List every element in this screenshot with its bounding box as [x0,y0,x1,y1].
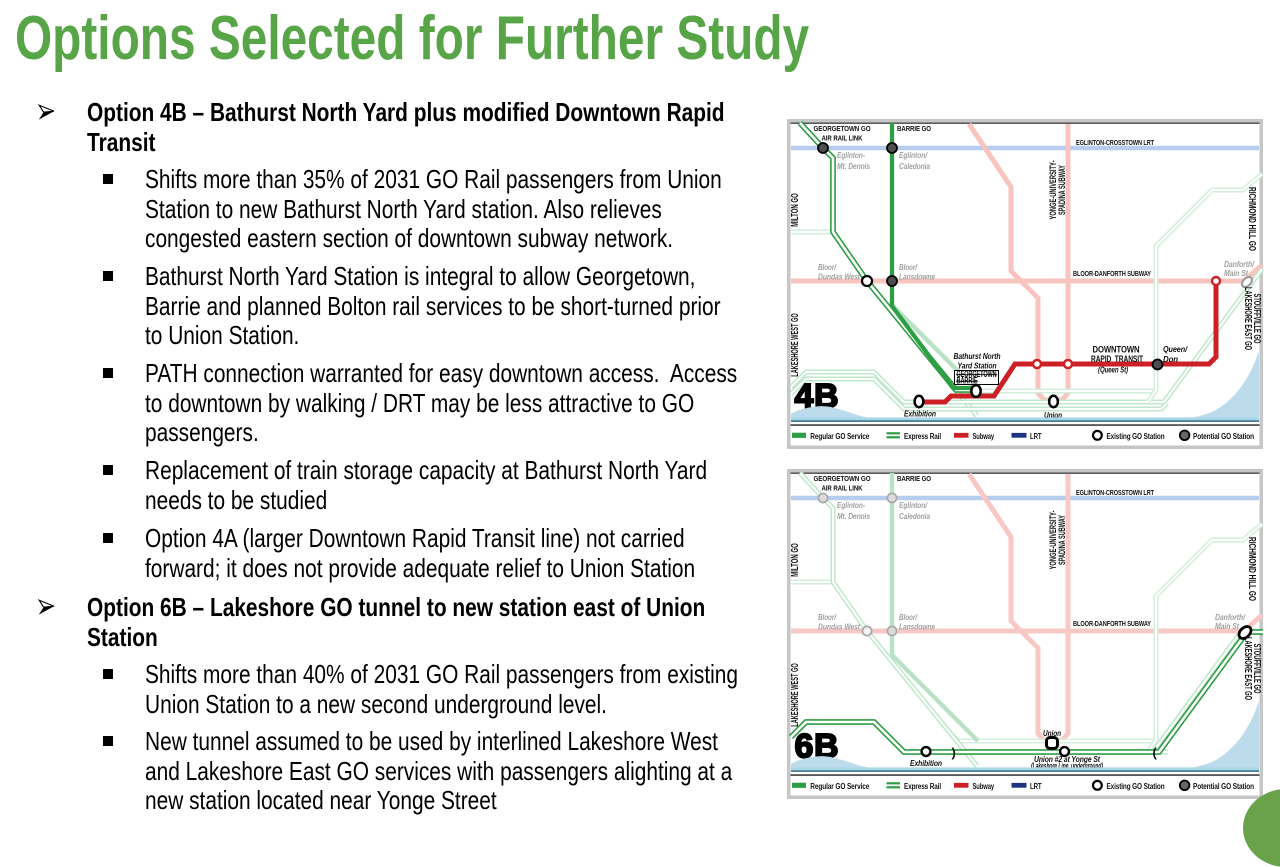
svg-text:Mt. Dennis: Mt. Dennis [837,511,870,521]
svg-text:GEORGETOWN GO: GEORGETOWN GO [814,474,871,483]
svg-text:AIR RAIL LINK: AIR RAIL LINK [822,484,864,493]
svg-text:DOWNTOWN: DOWNTOWN [1093,345,1140,355]
svg-text:): ) [952,745,956,760]
svg-text:Potential GO Station: Potential GO Station [1193,431,1254,441]
svg-text:LAKESHORE WEST GO: LAKESHORE WEST GO [790,313,801,377]
svg-text:Eglinton/: Eglinton/ [899,150,928,160]
svg-text:Bloor/: Bloor/ [899,612,918,622]
svg-text:Subway: Subway [973,431,995,441]
svg-text:Bloor/: Bloor/ [899,262,918,272]
svg-text:Dundas West: Dundas West [818,272,861,282]
svg-text:Caledonia: Caledonia [899,161,930,171]
svg-text:Union: Union [1043,728,1061,738]
svg-text:Express Rail: Express Rail [904,781,941,791]
svg-text:BARRIE GO: BARRIE GO [897,124,931,133]
svg-text:SPADINA SUBWAY: SPADINA SUBWAY [1057,515,1067,565]
svg-text:Bloor/: Bloor/ [818,262,837,272]
svg-text:Exhibition: Exhibition [910,758,942,768]
svg-text:RICHMOND HILL GO: RICHMOND HILL GO [1246,537,1257,601]
svg-text:EGLINTON-CROSSTOWN LRT: EGLINTON-CROSSTOWN LRT [1076,138,1154,147]
svg-text:Bathurst North: Bathurst North [954,351,1001,361]
svg-text:Existing GO Station: Existing GO Station [1107,781,1165,791]
svg-text:Eglinton-: Eglinton- [837,500,865,510]
svg-text:Main St: Main St [1224,268,1249,278]
svg-text:STOUFFVILLE GO: STOUFFVILLE GO [1251,294,1262,344]
svg-text:Lansdowne: Lansdowne [899,272,935,282]
svg-text:Danforth/: Danforth/ [1224,259,1255,269]
svg-text:MILTON GO: MILTON GO [790,543,801,577]
svg-text:LAKESHORE WEST GO: LAKESHORE WEST GO [790,663,801,727]
svg-text:Union: Union [1044,410,1062,420]
svg-text:YONGE-UNIVERSITY-: YONGE-UNIVERSITY- [1048,510,1058,569]
svg-text:Mt. Dennis: Mt. Dennis [837,161,870,171]
svg-text:Exhibition: Exhibition [904,409,936,419]
svg-text:Regular GO Service: Regular GO Service [810,781,869,791]
svg-text:(Lakeshore Line, underground): (Lakeshore Line, underground) [1031,760,1103,770]
svg-text:Danforth/: Danforth/ [1215,612,1246,622]
svg-text:YONGE-UNIVERSITY-: YONGE-UNIVERSITY- [1048,160,1058,219]
svg-text:LRT: LRT [1030,431,1042,441]
svg-text:Eglinton-: Eglinton- [837,150,865,160]
svg-text:Express Rail: Express Rail [904,431,941,441]
svg-text:AIR RAIL LINK: AIR RAIL LINK [822,134,864,143]
svg-text:STOUFFVILLE GO: STOUFFVILLE GO [1251,644,1262,694]
svg-text:Subway: Subway [973,781,995,791]
svg-text:Main St: Main St [1215,621,1240,631]
svg-text:GEORGETOWN GO: GEORGETOWN GO [814,124,871,133]
svg-text:RICHMOND HILL GO: RICHMOND HILL GO [1246,187,1257,251]
svg-text:Existing GO Station: Existing GO Station [1107,431,1165,441]
svg-text:(: ( [1153,745,1158,760]
svg-text:RAPID TRANSIT: RAPID TRANSIT [1091,354,1143,364]
svg-text:Yard Station: Yard Station [958,361,997,371]
svg-text:GEORGETOWN: GEORGETOWN [957,369,997,379]
svg-text:Don: Don [1163,354,1178,364]
svg-text:Potential GO Station: Potential GO Station [1193,781,1254,791]
svg-text:Bloor/: Bloor/ [818,612,837,622]
svg-text:SPADINA SUBWAY: SPADINA SUBWAY [1057,165,1067,215]
svg-text:LRT: LRT [1030,781,1042,791]
svg-text:Dundas West: Dundas West [818,622,861,632]
svg-text:Caledonia: Caledonia [899,511,930,521]
svg-text:Eglinton/: Eglinton/ [899,500,928,510]
svg-text:EGLINTON-CROSSTOWN LRT: EGLINTON-CROSSTOWN LRT [1076,488,1154,497]
svg-text:BARRIE: BARRIE [957,376,978,386]
svg-text:MILTON GO: MILTON GO [790,193,801,227]
svg-text:BLOOR-DANFORTH SUBWAY: BLOOR-DANFORTH SUBWAY [1073,619,1151,628]
svg-text:LAKESHORE EAST GO: LAKESHORE EAST GO [1242,637,1253,700]
svg-text:Regular GO Service: Regular GO Service [810,431,869,441]
svg-text:Lansdowne: Lansdowne [899,622,935,632]
svg-text:BARRIE GO: BARRIE GO [897,474,931,483]
svg-text:(Queen St): (Queen St) [1098,365,1128,375]
svg-text:Queen/: Queen/ [1163,344,1189,354]
svg-text:Union #2 at Yonge St: Union #2 at Yonge St [1034,754,1101,764]
svg-text:BLOOR-DANFORTH SUBWAY: BLOOR-DANFORTH SUBWAY [1073,269,1151,278]
svg-text:LAKESHORE EAST GO: LAKESHORE EAST GO [1242,287,1253,350]
